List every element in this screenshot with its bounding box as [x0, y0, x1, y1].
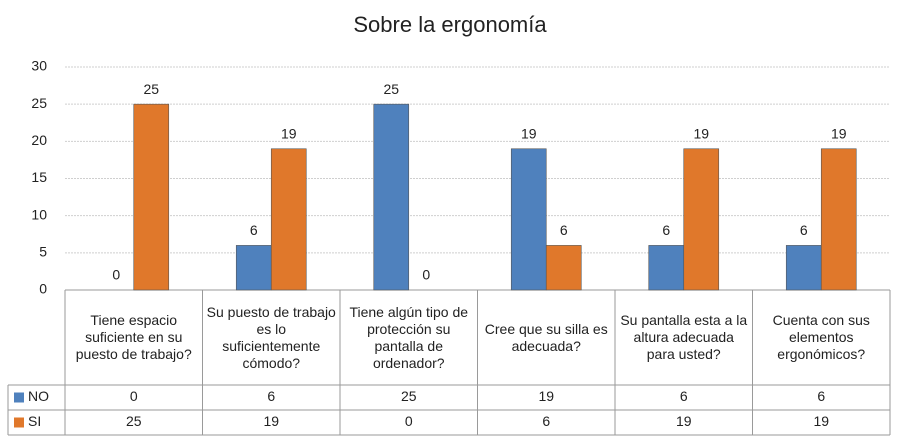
bar — [683, 148, 720, 291]
y-tick-label: 15 — [31, 169, 47, 185]
data-label: 19 — [831, 125, 847, 141]
category-label: Tiene espacio suficiente en su puesto de… — [75, 312, 192, 362]
bar — [133, 103, 170, 291]
legend-label: SI — [28, 413, 41, 429]
table-value: 6 — [680, 388, 688, 404]
y-tick-label: 10 — [31, 206, 47, 222]
table-value: 25 — [126, 413, 142, 429]
bar — [235, 245, 272, 291]
bar — [545, 245, 582, 291]
bar — [510, 148, 547, 291]
data-label: 6 — [800, 222, 808, 238]
data-label: 6 — [560, 222, 568, 238]
table-value: 0 — [130, 388, 138, 404]
table-value: 6 — [817, 388, 825, 404]
category-label: Tiene algún tipo de protección su pantal… — [349, 303, 469, 371]
chart-title: Sobre la ergonomía — [353, 12, 547, 37]
table-value: 6 — [267, 388, 275, 404]
table-value: 19 — [538, 388, 554, 404]
bar — [373, 103, 410, 291]
y-tick-label: 30 — [31, 58, 47, 74]
category-label: Cree que su silla es adecuada? — [484, 320, 608, 354]
category-label: Su pantalla esta a la altura adecuada pa… — [620, 312, 748, 362]
data-label: 19 — [281, 125, 297, 141]
data-label: 6 — [662, 222, 670, 238]
table-value: 19 — [676, 413, 692, 429]
table-value: 6 — [542, 413, 550, 429]
data-label: 0 — [112, 267, 120, 283]
table-value: 19 — [813, 413, 829, 429]
category-label: Su puesto de trabajo es lo suficientemen… — [206, 303, 336, 371]
legend-key — [14, 417, 24, 428]
bar — [648, 245, 685, 291]
table-value: 25 — [401, 388, 417, 404]
bar — [785, 245, 822, 291]
y-tick-label: 20 — [31, 132, 47, 148]
data-label: 6 — [250, 222, 258, 238]
legend-label: NO — [28, 388, 49, 404]
data-label: 25 — [143, 81, 159, 97]
table-value: 0 — [405, 413, 413, 429]
data-label: 19 — [693, 125, 709, 141]
bar — [270, 148, 307, 291]
y-tick-label: 25 — [31, 95, 47, 111]
data-label: 25 — [383, 81, 399, 97]
data-label: 0 — [422, 267, 430, 283]
y-tick-label: 5 — [39, 244, 47, 260]
table-value: 19 — [263, 413, 279, 429]
data-label: 19 — [521, 125, 537, 141]
category-label: Cuenta con sus elementos ergonómicos? — [772, 312, 870, 362]
bar — [820, 148, 857, 291]
legend-key — [14, 392, 24, 403]
y-tick-label: 0 — [39, 281, 47, 297]
